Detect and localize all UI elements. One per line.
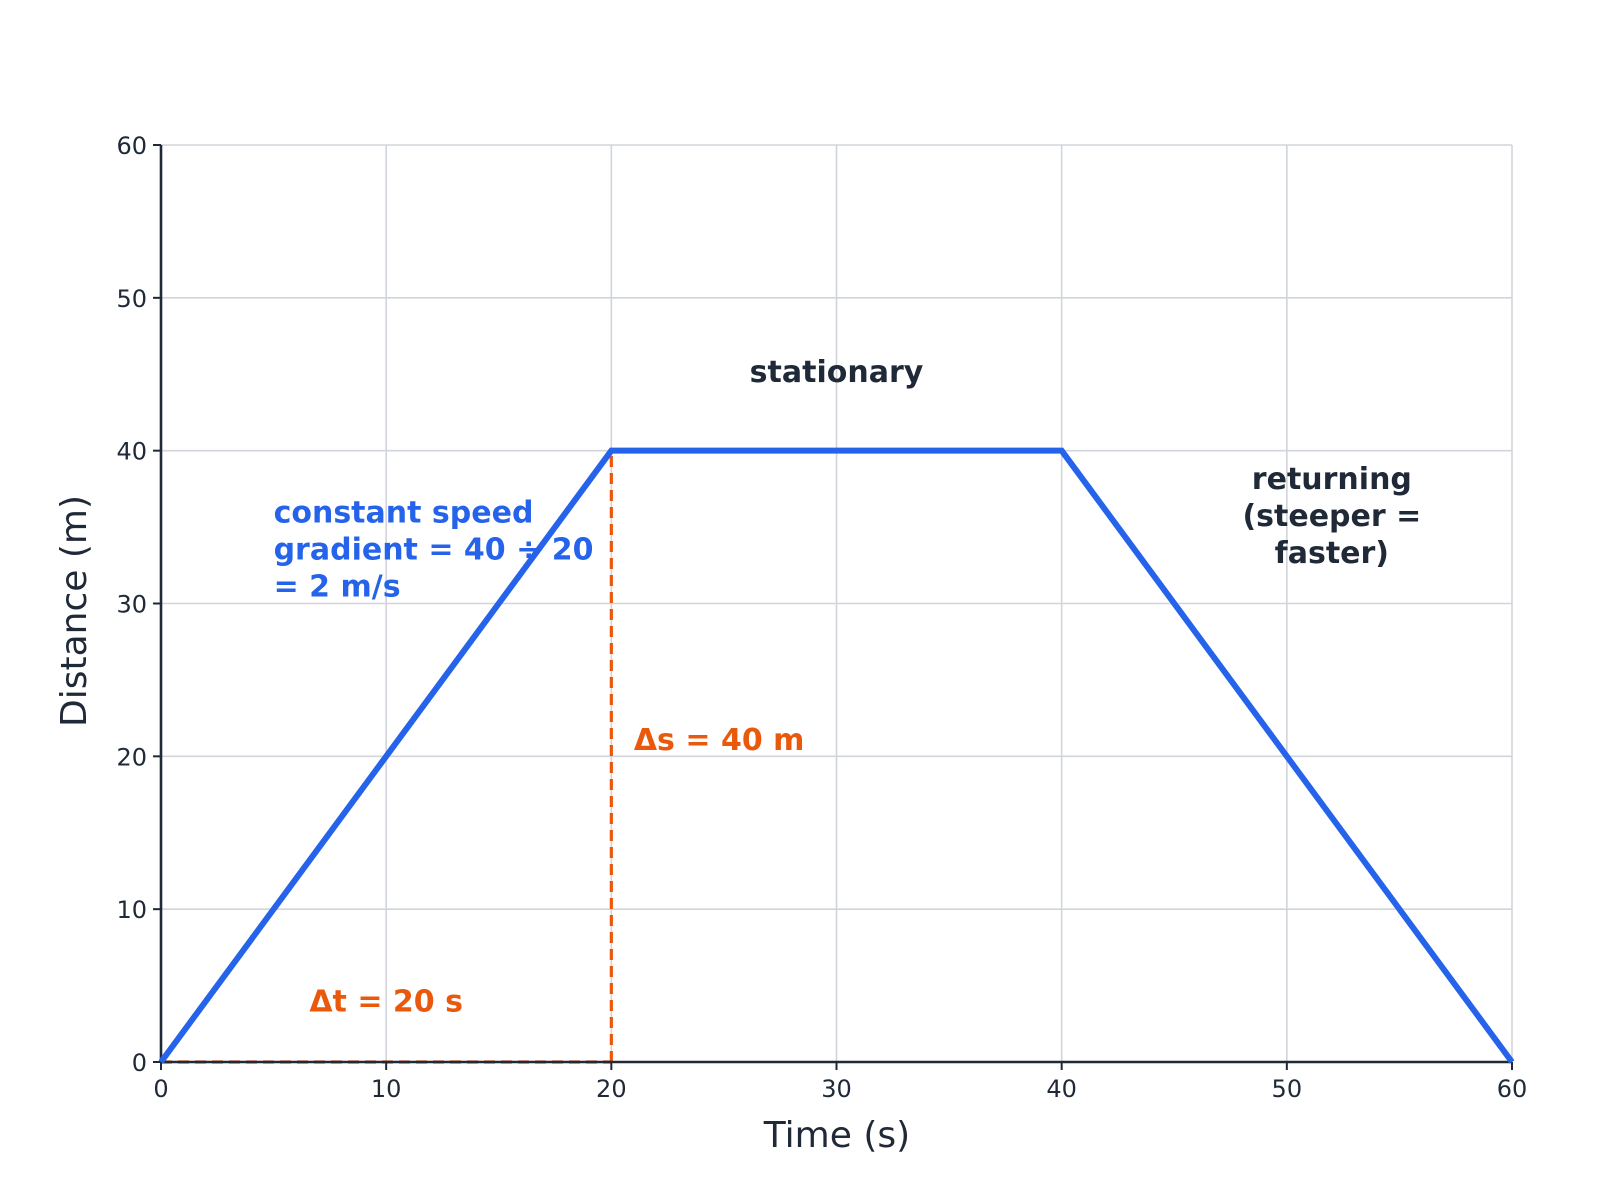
x-tick-label: 30 [821, 1075, 852, 1103]
annotation-line: constant speed [274, 495, 534, 530]
annotation-line: Δt = 20 s [309, 985, 463, 1020]
y-tick-label: 10 [116, 896, 147, 924]
y-tick-label: 0 [132, 1049, 147, 1077]
tick-labels: 0 10 20 30 40 50 60 0 10 20 30 40 50 60 [116, 132, 1527, 1103]
y-tick-label: 50 [116, 285, 147, 313]
annotation-line: returning [1252, 462, 1412, 497]
grid [160, 144, 1513, 1063]
annotation-line: Δs = 40 m [634, 723, 805, 758]
x-tick-label: 0 [153, 1075, 168, 1103]
y-tick-label: 30 [116, 591, 147, 619]
annotation-label: returning (steeper = faster) [1242, 462, 1421, 571]
distance-series-line [158, 447, 1515, 1064]
annotation-line: faster) [1275, 536, 1389, 571]
annotation-label: stationary [750, 355, 924, 390]
annotation-line: stationary [750, 355, 924, 390]
x-tick-label: 40 [1046, 1075, 1077, 1103]
annotation-line: (steeper = [1242, 499, 1421, 534]
annotation-label: Δt = 20 s [309, 985, 463, 1020]
y-tick-label: 40 [116, 438, 147, 466]
annotation-label: constant speed gradient = 40 ÷ 20 = 2 m/s [274, 495, 594, 604]
annotation-label: Δs = 40 m [634, 723, 805, 758]
annotation-line: gradient = 40 ÷ 20 [274, 532, 594, 567]
y-axis-title: Distance (m) [54, 495, 95, 727]
axes [153, 144, 1513, 1070]
x-tick-label: 50 [1272, 1075, 1303, 1103]
annotations: stationary returning (steeper = faster) cons… [274, 355, 1422, 1020]
annotation-line: = 2 m/s [274, 569, 401, 604]
x-tick-label: 10 [371, 1075, 402, 1103]
x-axis-title: Time (s) [763, 1115, 910, 1156]
x-tick-label: 60 [1497, 1075, 1528, 1103]
x-tick-label: 20 [596, 1075, 627, 1103]
y-tick-label: 20 [116, 743, 147, 771]
series [158, 447, 1515, 1064]
y-tick-label: 60 [116, 132, 147, 160]
